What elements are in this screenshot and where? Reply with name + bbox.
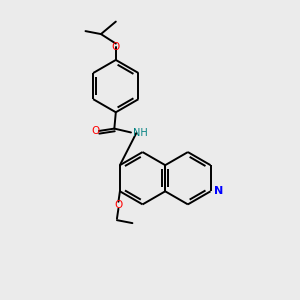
Text: NH: NH xyxy=(133,128,148,138)
Text: O: O xyxy=(114,200,123,210)
Text: O: O xyxy=(112,43,120,52)
Text: N: N xyxy=(214,186,223,196)
Text: O: O xyxy=(92,126,100,136)
